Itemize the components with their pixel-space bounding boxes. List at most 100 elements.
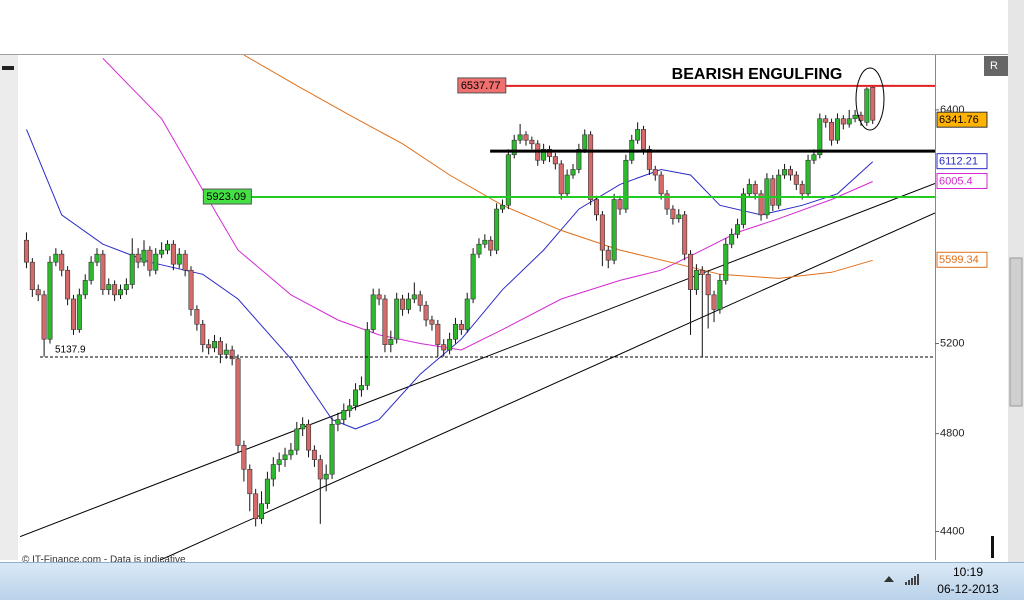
candle-body [394,298,400,340]
candle-body [41,294,47,340]
candle-body [217,341,223,355]
candle-body [499,204,505,210]
taskbar [0,562,1024,600]
candle-body [353,389,359,407]
level-label: 6537.77 [461,80,501,92]
candle-body [147,249,153,271]
level-label: 5137.9 [55,345,86,356]
candle-body [423,304,429,321]
candle-body [288,449,294,456]
candle-body [523,134,529,141]
candle-body [646,148,652,170]
candle-body [317,459,323,480]
corner-box [984,56,1008,76]
candle-body [735,224,741,235]
candle-body [682,214,688,255]
price-tag-label: 6112.21 [939,156,978,168]
candle-body [123,284,129,290]
candle-body [165,243,171,251]
candle-body [282,454,288,460]
candle-body [793,174,799,185]
candle-body [488,239,494,251]
candle-body [758,193,764,216]
candle-body [829,121,835,141]
clock-time[interactable]: 10:19 [953,565,983,579]
candle-body [705,274,711,296]
candle-body [253,493,259,520]
trendline [160,212,935,560]
candle-body [852,114,858,120]
candle-body [482,239,488,245]
tray-signal[interactable] [905,574,919,585]
candle-body [564,174,570,195]
candle-body [452,323,458,340]
candle-body [693,269,699,290]
candle-body [112,284,118,296]
candle-body [787,169,793,176]
candle-body [635,129,641,141]
candle-body [65,269,71,300]
candle-body [341,410,347,420]
candle-body [688,253,694,290]
candle-body [623,159,629,210]
price-tag [936,153,988,170]
candle-body [276,459,282,465]
y-tick-label: 4400 [940,525,964,537]
candle-body [599,214,605,251]
y-tick-label: 4800 [940,428,964,440]
candle-body [311,449,317,460]
candle-body [676,214,682,220]
candle-body [588,134,594,200]
candle-body [823,118,829,123]
candle-body [723,243,729,281]
candle-body [270,464,276,480]
candle-body [429,319,435,325]
candle-body [223,349,229,355]
candle-body [729,234,735,245]
candle-body [329,423,335,475]
candle-body [106,284,112,290]
trendline [20,182,935,538]
candle-body [294,428,300,451]
candle-body [546,148,552,157]
tray-arrow[interactable] [884,576,894,582]
annotation-circle [855,67,885,131]
candle-body [347,405,353,411]
candle-body [441,344,447,351]
candle-body [82,280,88,296]
candle-body [846,118,852,125]
candle-body [259,503,265,520]
watermark: © IT-Finance.com - Data is indicative [22,555,186,566]
price-tag-label: 6341.76 [939,114,979,126]
candle-body [306,423,312,451]
candle-body [529,139,535,145]
candle-body [641,129,647,150]
candle-body [511,139,517,156]
candle-body [711,294,717,310]
clock-date[interactable]: 06-12-2013 [937,582,999,596]
candle-body [834,118,840,141]
candle-body [53,253,59,263]
candle-body [323,473,329,480]
candle-body [135,253,141,263]
candle-body [611,199,617,261]
scrollbar-thumb[interactable] [1009,257,1023,407]
moving-average [102,58,873,351]
candle-body [617,199,623,210]
overlay: 64005200480044006537.775923.095137.96341… [39,77,988,537]
candle-body [206,344,212,349]
candle-body [864,88,870,123]
candle-body [664,193,670,210]
candle-body [176,253,182,265]
candle-body [159,249,165,255]
candle-body [582,134,588,150]
candle-body [817,118,823,156]
candle-body [652,169,658,176]
candle-body [194,309,200,325]
candle-body [840,118,846,125]
candle-body [799,184,805,195]
candle-body [76,294,82,330]
y-tick-label: 5200 [940,337,964,349]
candle-body [717,280,723,310]
level-label: 5923.09 [206,191,246,203]
